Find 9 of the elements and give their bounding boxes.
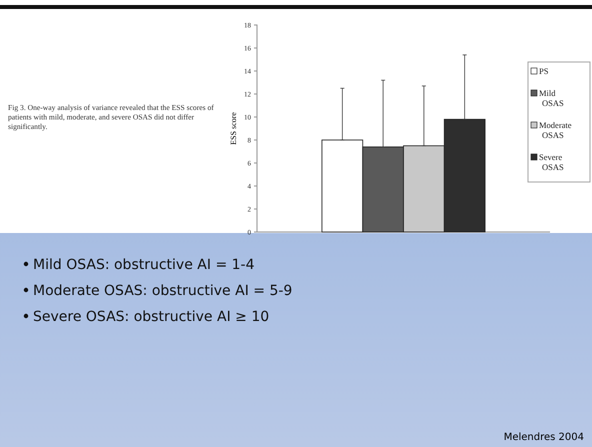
legend-label: PS bbox=[539, 66, 549, 76]
legend-label: Severe OSAS bbox=[539, 152, 564, 172]
legend-label: Mild OSAS bbox=[539, 88, 564, 108]
text: Severe OSAS: obstructive AI ≥ 10 bbox=[33, 309, 270, 325]
text: Melendres 2004 bbox=[504, 432, 584, 443]
text: Mild OSAS: obstructive AI = 1-4 bbox=[33, 257, 255, 273]
legend-label: Moderate OSAS bbox=[539, 120, 572, 140]
y-axis-title: ESS score bbox=[229, 112, 238, 145]
text: Moderate OSAS: obstructive AI = 5-9 bbox=[33, 283, 292, 299]
